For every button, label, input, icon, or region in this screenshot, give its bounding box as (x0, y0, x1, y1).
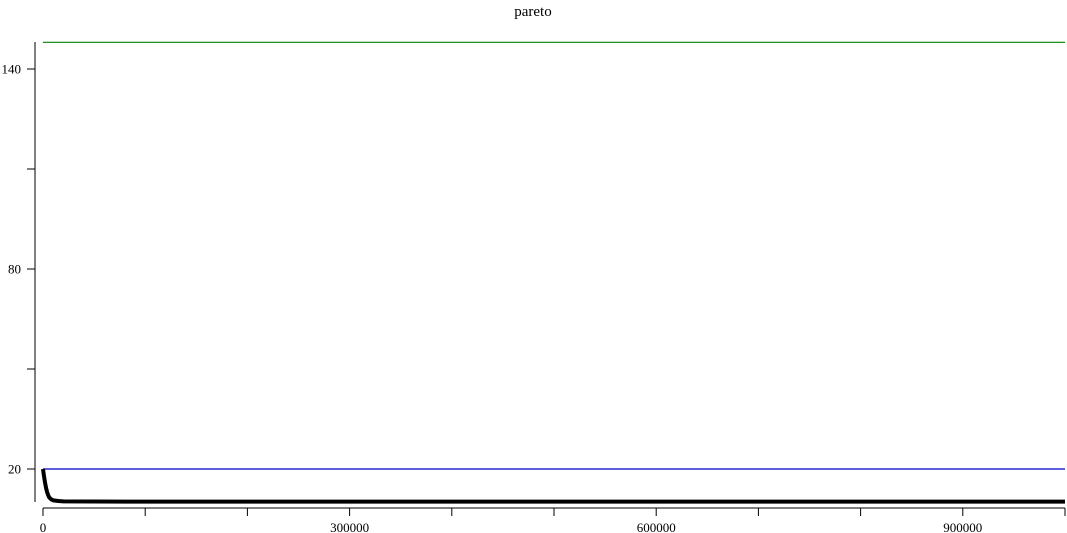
x-tick-label: 600000 (637, 520, 676, 533)
x-tick-label: 300000 (330, 520, 369, 533)
x-tick-label: 900000 (943, 520, 982, 533)
y-tick-label: 140 (2, 62, 22, 77)
series-line-black (41, 468, 1065, 504)
y-tick-label: 80 (8, 262, 21, 277)
axes (34, 42, 1065, 509)
y-tick-label: 20 (8, 462, 21, 477)
ticks-layer: 0 300000 600000 900000 20 80 140 (2, 62, 1066, 533)
chart-title: pareto (514, 4, 551, 20)
series-layer (41, 41, 1065, 504)
x-tick-label: 0 (40, 520, 47, 533)
